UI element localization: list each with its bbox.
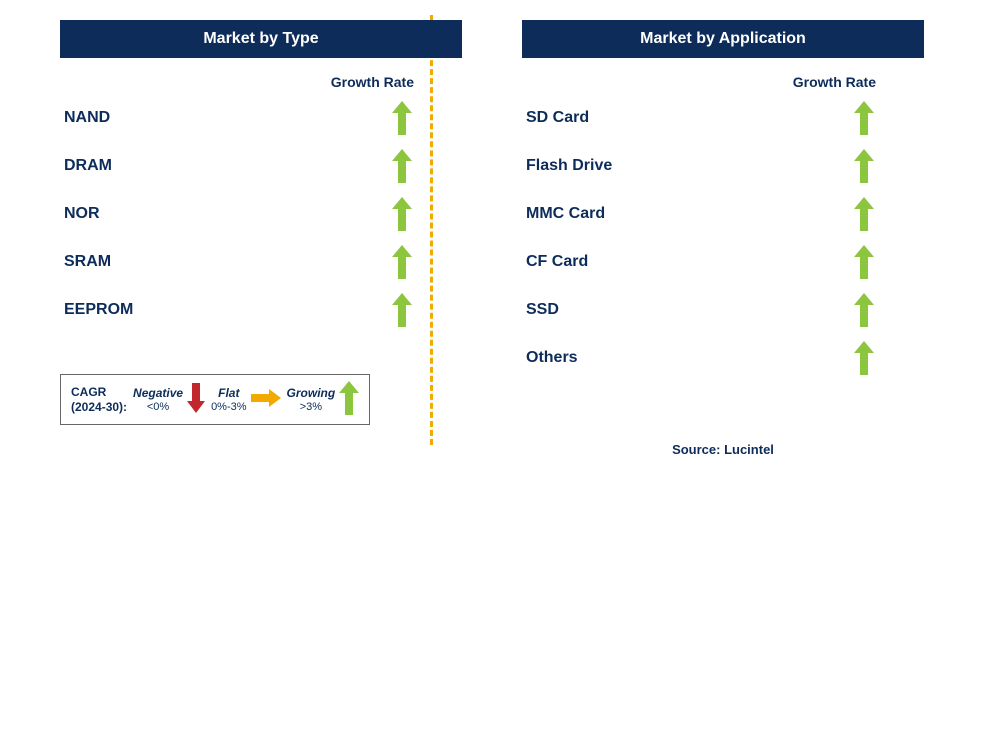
arrow-up-icon xyxy=(342,149,462,183)
row-label: SSD xyxy=(522,301,804,319)
type-rows: NAND DRAM NOR SRAM EEPROM xyxy=(60,94,462,334)
arrow-up-icon xyxy=(342,101,462,135)
legend-title: CAGR (2024-30): xyxy=(71,385,127,414)
row-label: Flash Drive xyxy=(522,157,804,175)
arrow-down-icon xyxy=(187,383,205,416)
arrow-up-icon xyxy=(339,381,359,418)
cagr-legend: CAGR (2024-30): Negative <0% Flat 0%-3% xyxy=(60,374,370,425)
list-item: NAND xyxy=(60,94,462,142)
legend-growing: Growing >3% xyxy=(287,381,360,418)
market-by-application-column: Market by Application Growth Rate SD Car… xyxy=(492,20,924,457)
arrow-up-icon xyxy=(804,245,924,279)
chart-container: Market by Type Growth Rate NAND DRAM NOR… xyxy=(0,0,984,457)
list-item: MMC Card xyxy=(522,190,924,238)
row-label: MMC Card xyxy=(522,205,804,223)
arrow-up-icon xyxy=(804,101,924,135)
market-by-type-header: Market by Type xyxy=(60,20,462,58)
arrow-flat-icon xyxy=(251,389,281,410)
list-item: EEPROM xyxy=(60,286,462,334)
row-label: EEPROM xyxy=(60,301,342,319)
legend-flat: Flat 0%-3% xyxy=(211,386,280,413)
row-label: SRAM xyxy=(60,253,342,271)
source-label: Source: Lucintel xyxy=(522,442,924,457)
arrow-up-icon xyxy=(804,149,924,183)
arrow-up-icon xyxy=(804,341,924,375)
arrow-up-icon xyxy=(342,197,462,231)
arrow-up-icon xyxy=(342,245,462,279)
row-label: NAND xyxy=(60,109,342,127)
growth-rate-label-left: Growth Rate xyxy=(60,74,462,90)
application-rows: SD Card Flash Drive MMC Card CF Card SSD… xyxy=(522,94,924,382)
list-item: SRAM xyxy=(60,238,462,286)
growth-rate-label-right: Growth Rate xyxy=(522,74,924,90)
row-label: CF Card xyxy=(522,253,804,271)
list-item: SSD xyxy=(522,286,924,334)
row-label: Others xyxy=(522,349,804,367)
row-label: NOR xyxy=(60,205,342,223)
row-label: DRAM xyxy=(60,157,342,175)
legend-negative: Negative <0% xyxy=(133,383,205,416)
list-item: NOR xyxy=(60,190,462,238)
arrow-up-icon xyxy=(804,197,924,231)
list-item: DRAM xyxy=(60,142,462,190)
market-by-type-column: Market by Type Growth Rate NAND DRAM NOR… xyxy=(60,20,492,457)
market-by-application-header: Market by Application xyxy=(522,20,924,58)
arrow-up-icon xyxy=(804,293,924,327)
list-item: Flash Drive xyxy=(522,142,924,190)
list-item: Others xyxy=(522,334,924,382)
arrow-up-icon xyxy=(342,293,462,327)
row-label: SD Card xyxy=(522,109,804,127)
list-item: CF Card xyxy=(522,238,924,286)
list-item: SD Card xyxy=(522,94,924,142)
